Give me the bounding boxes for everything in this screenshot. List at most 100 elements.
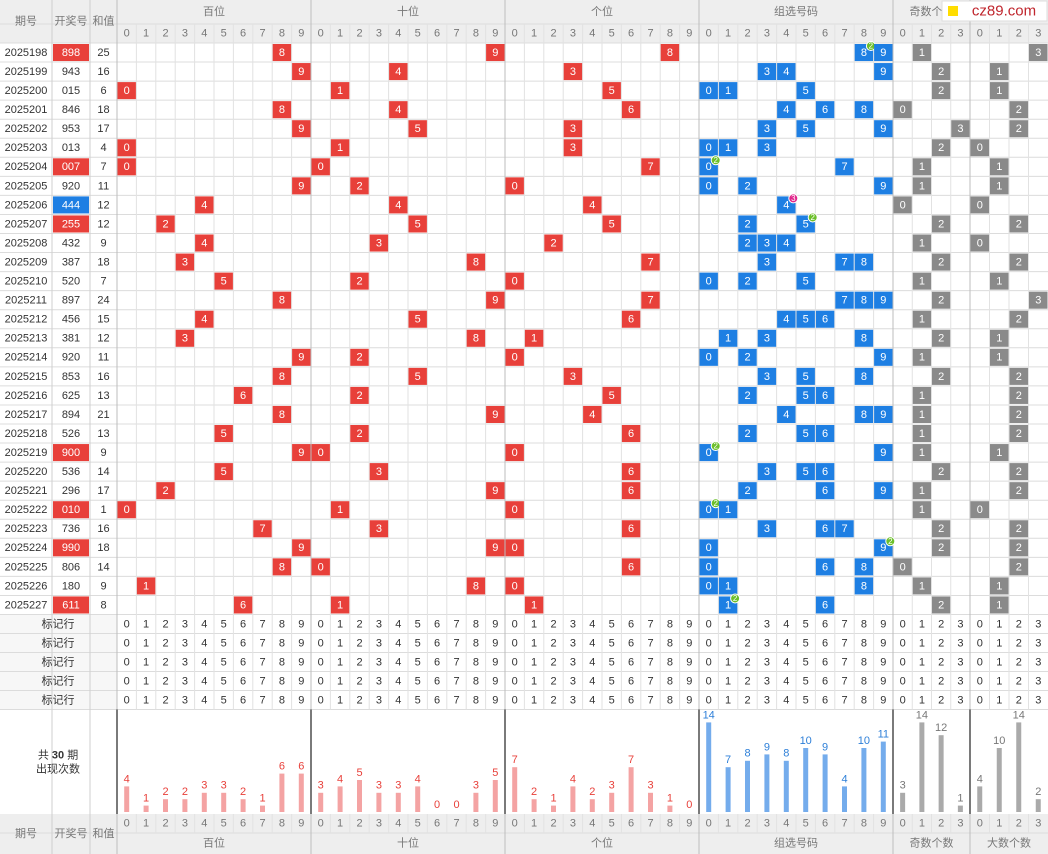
position-marker-label: 6 <box>628 466 634 478</box>
period: 2025207 <box>5 218 48 230</box>
number-highlight <box>53 158 89 176</box>
odd-count-marker-label: 2 <box>938 542 944 554</box>
group-footer: 百位 <box>203 835 225 849</box>
group-marker-label: 0 <box>706 161 712 173</box>
group-marker <box>874 177 893 195</box>
big-count-marker <box>1009 215 1028 233</box>
group-marker-label: 1 <box>725 599 731 611</box>
stat-bar <box>357 780 362 812</box>
mark-row-digit: 0 <box>706 675 712 687</box>
digit-footer: 2 <box>550 817 556 829</box>
stat-bar <box>996 748 1002 812</box>
stat-value: 3 <box>318 780 324 792</box>
position-marker <box>505 177 524 195</box>
mark-row-digit: 0 <box>318 694 324 706</box>
group-footer: 组选号码 <box>774 835 818 849</box>
mark-row-digit: 4 <box>783 675 789 687</box>
position-marker <box>272 44 292 62</box>
odd-count-marker <box>912 348 931 366</box>
position-marker-label: 5 <box>221 466 227 478</box>
mark-row-digit: 2 <box>356 656 362 668</box>
period: 2025222 <box>5 504 48 516</box>
group-marker <box>854 367 874 385</box>
big-count-marker-label: 1 <box>996 333 1002 345</box>
group-marker-label: 9 <box>880 123 886 135</box>
mark-row-digit: 2 <box>1016 675 1022 687</box>
period: 2025203 <box>5 142 48 154</box>
repeat-badge-label: 2 <box>888 537 893 546</box>
position-marker-label: 4 <box>395 66 401 78</box>
group-marker-label: 8 <box>861 333 867 345</box>
odd-count-marker-label: 0 <box>900 199 906 211</box>
mark-row-digit: 6 <box>434 618 440 630</box>
mark-row-digit: 0 <box>900 618 906 630</box>
position-marker <box>330 596 350 614</box>
big-count-marker <box>970 196 989 214</box>
mark-row-digit: 9 <box>686 637 692 649</box>
odd-count-marker <box>932 520 951 538</box>
mark-row-digit: 0 <box>706 637 712 649</box>
group-marker-label: 8 <box>861 409 867 421</box>
mark-row-digit: 0 <box>977 675 983 687</box>
stat-bar <box>415 786 421 812</box>
position-marker-label: 3 <box>570 142 576 154</box>
mark-row-digit: 6 <box>240 694 246 706</box>
mark-row-digit: 3 <box>570 637 576 649</box>
group-marker-label: 3 <box>764 256 770 268</box>
position-marker <box>311 158 330 176</box>
stat-value: 10 <box>858 735 870 747</box>
stat-value: 8 <box>744 748 750 760</box>
group-marker-label: 3 <box>764 142 770 154</box>
period: 2025208 <box>5 237 48 249</box>
digit-footer: 0 <box>512 817 518 829</box>
draw-number: 296 <box>62 485 80 497</box>
position-marker-label: 0 <box>318 161 324 173</box>
big-count-marker-label: 1 <box>996 599 1002 611</box>
big-count-marker <box>1009 253 1028 271</box>
group-marker <box>815 596 835 614</box>
draw-number: 894 <box>62 409 80 421</box>
mark-row-digit: 2 <box>356 637 362 649</box>
odd-count-marker-label: 1 <box>919 180 925 192</box>
draw-number: 611 <box>62 599 80 611</box>
position-marker <box>117 501 136 519</box>
digit-footer: 6 <box>628 817 634 829</box>
odd-count-marker <box>912 444 931 462</box>
column-header: 和值 <box>93 827 115 840</box>
stat-bar <box>143 805 149 812</box>
stat-bar <box>1016 722 1022 812</box>
mark-row-digit: 7 <box>647 637 653 649</box>
mark-row-digit: 3 <box>182 656 188 668</box>
digit-footer: 9 <box>686 817 692 829</box>
odd-count-marker-label: 1 <box>919 485 925 497</box>
group-marker-label: 9 <box>880 485 886 497</box>
draw-number: 536 <box>62 466 80 478</box>
group-marker <box>854 405 874 423</box>
position-marker-label: 0 <box>124 142 130 154</box>
mark-row-digit: 3 <box>182 694 188 706</box>
mark-row-digit: 2 <box>356 694 362 706</box>
draw-number: 900 <box>62 447 80 459</box>
mark-row-digit: 3 <box>376 675 382 687</box>
position-marker-label: 4 <box>395 104 401 116</box>
odd-count-marker-label: 1 <box>919 428 925 440</box>
sum: 18 <box>97 256 109 268</box>
position-marker-label: 6 <box>628 314 634 326</box>
digit-footer: 4 <box>783 817 789 829</box>
period: 2025220 <box>5 466 48 478</box>
number-highlight <box>53 501 89 519</box>
mark-row-digit: 7 <box>647 694 653 706</box>
odd-count-marker <box>932 463 951 481</box>
mark-row-digit: 2 <box>744 656 750 668</box>
position-marker <box>350 425 369 443</box>
draw-number: 007 <box>62 161 80 173</box>
mark-row-digit: 3 <box>1035 618 1041 630</box>
mark-row-digit: 7 <box>259 694 265 706</box>
digit-footer: 6 <box>822 817 828 829</box>
mark-row-digit: 3 <box>570 656 576 668</box>
mark-row-digit: 3 <box>376 694 382 706</box>
draw-number: 432 <box>62 237 80 249</box>
position-marker <box>408 215 427 233</box>
sum: 16 <box>97 371 109 383</box>
big-count-marker <box>990 272 1009 290</box>
